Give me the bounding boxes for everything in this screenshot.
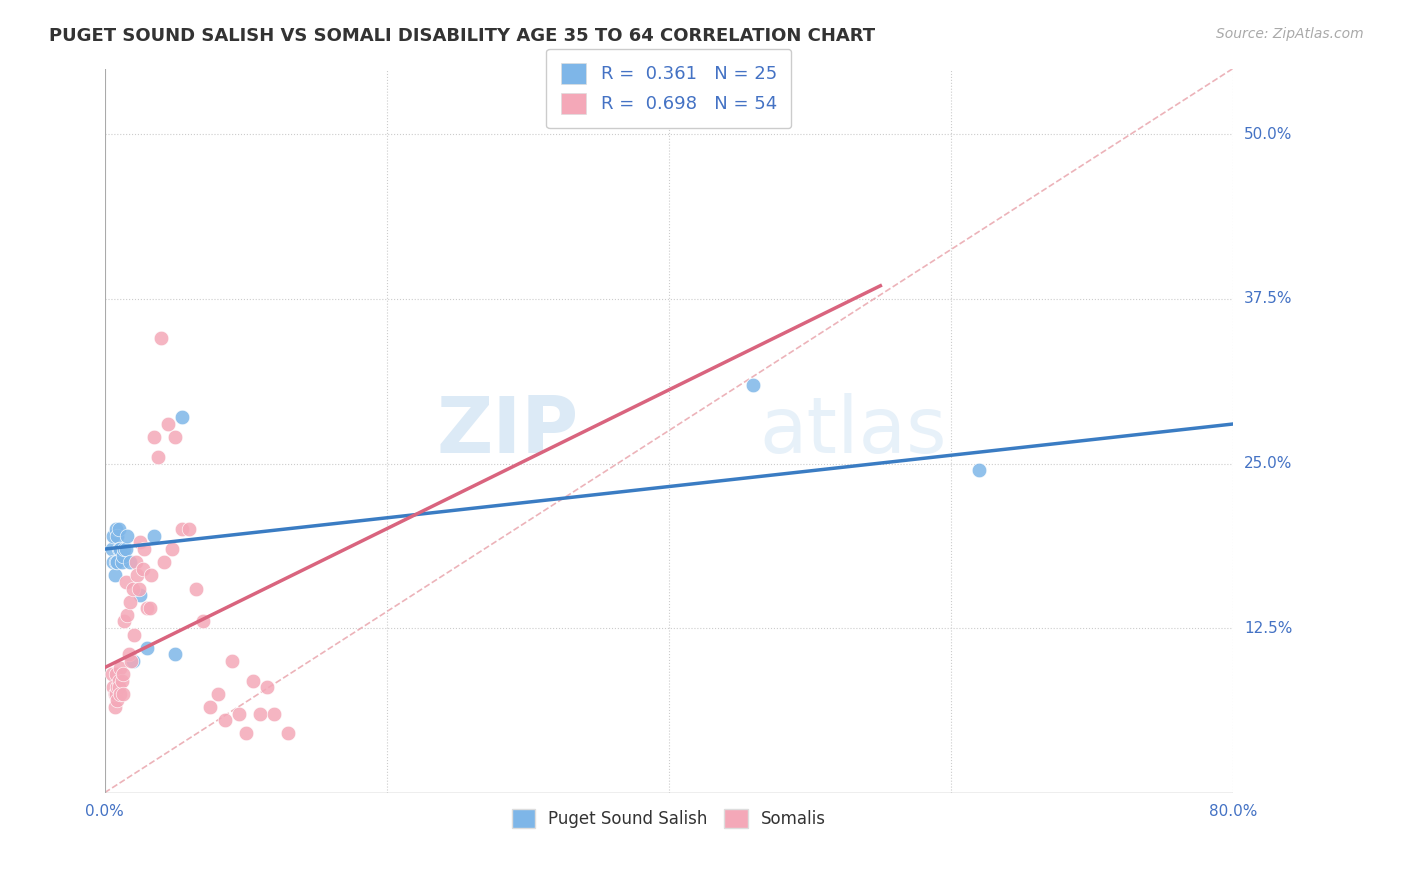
- Point: [136, 640, 159, 655]
- Point: [107, 681, 129, 695]
- Legend: Puget Sound Salish, Somalis: Puget Sound Salish, Somalis: [505, 803, 832, 835]
- Point: [186, 582, 208, 596]
- Point: [103, 568, 125, 582]
- Point: [139, 601, 162, 615]
- Point: [742, 377, 765, 392]
- Point: [200, 700, 222, 714]
- Point: [150, 331, 173, 345]
- Point: [153, 555, 176, 569]
- Point: [249, 706, 271, 721]
- Text: atlas: atlas: [759, 392, 946, 468]
- Point: [214, 713, 236, 727]
- Point: [129, 535, 152, 549]
- Point: [111, 549, 134, 563]
- Point: [105, 693, 128, 707]
- Point: [165, 648, 187, 662]
- Point: [118, 648, 141, 662]
- Point: [103, 687, 125, 701]
- Point: [127, 568, 149, 582]
- Point: [207, 687, 229, 701]
- Point: [101, 681, 124, 695]
- Point: [136, 601, 159, 615]
- Text: 12.5%: 12.5%: [1244, 621, 1292, 636]
- Point: [110, 673, 132, 688]
- Point: [105, 555, 128, 569]
- Point: [108, 660, 131, 674]
- Point: [128, 582, 150, 596]
- Point: [105, 681, 128, 695]
- Point: [129, 588, 152, 602]
- Point: [115, 529, 138, 543]
- Point: [112, 542, 135, 557]
- Point: [111, 667, 134, 681]
- Point: [115, 607, 138, 622]
- Point: [157, 417, 180, 431]
- Point: [122, 582, 145, 596]
- Point: [114, 574, 136, 589]
- Text: ZIP: ZIP: [436, 392, 578, 468]
- Point: [179, 522, 201, 536]
- Point: [112, 615, 135, 629]
- Point: [104, 522, 127, 536]
- Text: 25.0%: 25.0%: [1244, 456, 1292, 471]
- Point: [100, 542, 122, 557]
- Text: 37.5%: 37.5%: [1244, 292, 1292, 307]
- Point: [101, 529, 124, 543]
- Point: [101, 555, 124, 569]
- Point: [125, 555, 148, 569]
- Point: [107, 522, 129, 536]
- Point: [105, 529, 128, 543]
- Point: [263, 706, 285, 721]
- Point: [111, 687, 134, 701]
- Point: [114, 542, 136, 557]
- Point: [242, 673, 264, 688]
- Point: [256, 681, 278, 695]
- Point: [120, 595, 142, 609]
- Point: [134, 542, 156, 557]
- Point: [107, 542, 129, 557]
- Point: [100, 667, 122, 681]
- Point: [193, 615, 215, 629]
- Point: [132, 562, 155, 576]
- Point: [120, 555, 142, 569]
- Point: [172, 410, 194, 425]
- Point: [165, 430, 187, 444]
- Point: [967, 463, 990, 477]
- Point: [235, 726, 257, 740]
- Text: 50.0%: 50.0%: [1244, 127, 1292, 142]
- Point: [143, 430, 166, 444]
- Point: [148, 450, 170, 464]
- Point: [141, 568, 163, 582]
- Text: Source: ZipAtlas.com: Source: ZipAtlas.com: [1216, 27, 1364, 41]
- Point: [228, 706, 250, 721]
- Point: [104, 667, 127, 681]
- Point: [143, 529, 166, 543]
- Point: [108, 687, 131, 701]
- Point: [277, 726, 299, 740]
- Point: [104, 687, 127, 701]
- Point: [121, 654, 143, 668]
- Text: PUGET SOUND SALISH VS SOMALI DISABILITY AGE 35 TO 64 CORRELATION CHART: PUGET SOUND SALISH VS SOMALI DISABILITY …: [49, 27, 876, 45]
- Point: [108, 542, 131, 557]
- Point: [107, 673, 129, 688]
- Point: [162, 542, 184, 557]
- Point: [103, 700, 125, 714]
- Point: [221, 654, 243, 668]
- Point: [124, 628, 146, 642]
- Point: [104, 555, 127, 569]
- Point: [110, 555, 132, 569]
- Point: [122, 654, 145, 668]
- Point: [172, 522, 194, 536]
